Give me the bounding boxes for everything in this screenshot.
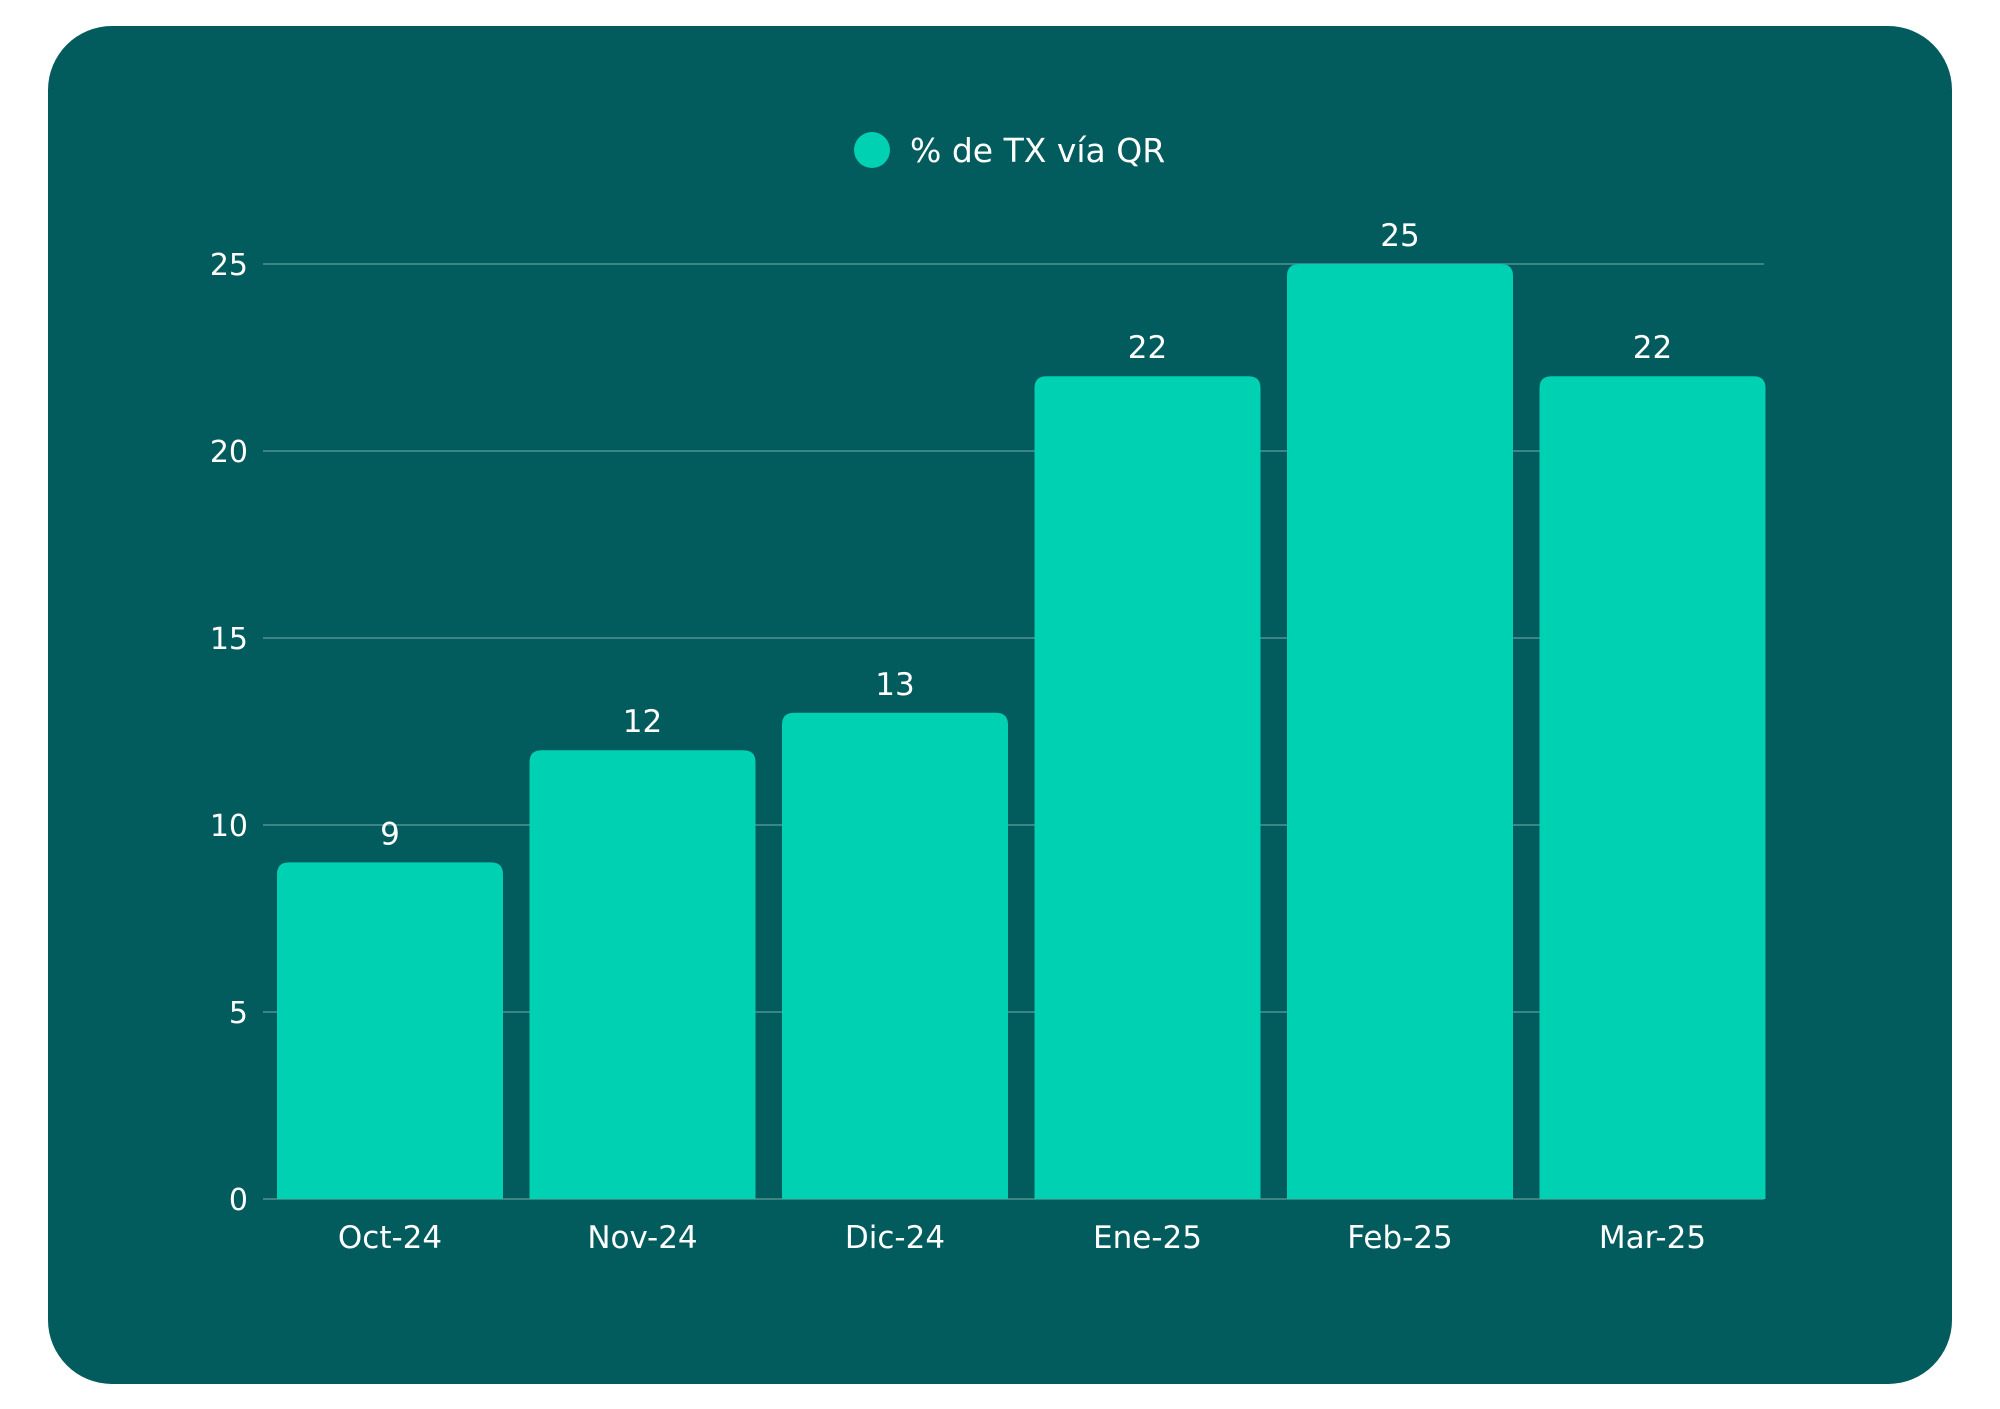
y-tick-label: 20: [210, 435, 248, 470]
y-tick-label: 0: [229, 1183, 248, 1218]
data-label: 25: [1380, 218, 1419, 254]
x-tick-label: Dic-24: [845, 1220, 945, 1256]
data-label: 22: [1633, 330, 1672, 366]
bar-ene-25: [1034, 376, 1261, 1199]
y-tick-label: 15: [210, 622, 248, 657]
x-tick-label: Oct-24: [338, 1220, 442, 1256]
data-label: 9: [380, 816, 400, 852]
bar-feb-25: [1287, 264, 1513, 1199]
data-label: 13: [875, 667, 914, 703]
legend-swatch: [854, 132, 890, 168]
y-tick-label: 5: [229, 996, 248, 1031]
bar-mar-25: [1539, 376, 1766, 1199]
legend: % de TX vía QR: [854, 131, 1165, 170]
data-label: 22: [1128, 330, 1167, 366]
x-tick-label: Nov-24: [587, 1220, 697, 1256]
data-label: 12: [623, 704, 662, 740]
y-tick-label: 25: [210, 248, 248, 283]
y-tick-label: 10: [210, 809, 248, 844]
x-tick-label: Feb-25: [1347, 1220, 1453, 1256]
x-tick-label: Ene-25: [1093, 1220, 1202, 1256]
bar-nov-24: [529, 750, 756, 1199]
bar-oct-24: [277, 862, 503, 1199]
legend-label: % de TX vía QR: [910, 131, 1165, 170]
bar-dic-24: [782, 712, 1008, 1199]
x-tick-label: Mar-25: [1599, 1220, 1706, 1256]
